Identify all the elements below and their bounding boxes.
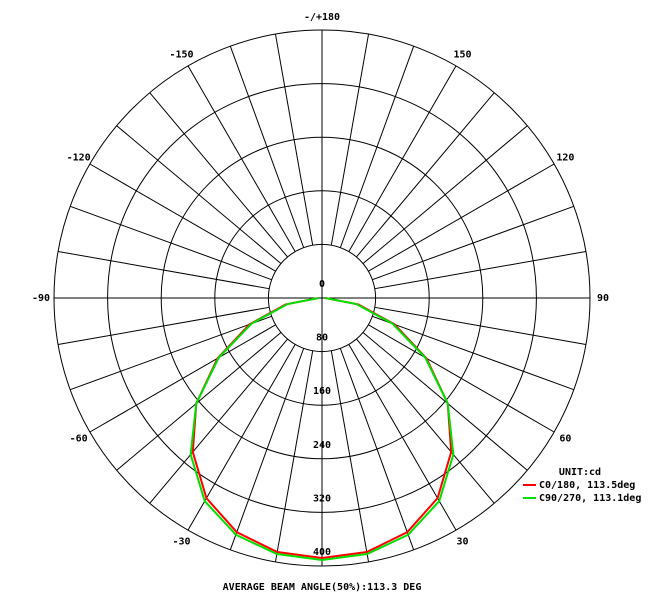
grid-spoke (372, 315, 575, 391)
grid-spoke (330, 350, 370, 563)
grid-spoke (149, 92, 288, 258)
grid-spoke (348, 344, 457, 531)
grid-spoke (69, 205, 272, 281)
angle-tick-label: -30 (172, 536, 190, 547)
grid-spoke (356, 338, 495, 504)
angle-tick-label: -120 (67, 153, 91, 164)
angle-tick-label: 90 (597, 293, 609, 304)
grid-spoke (374, 306, 587, 346)
angle-tick-label: -90 (32, 293, 50, 304)
grid-spoke (69, 315, 272, 391)
grid-spoke (57, 250, 270, 290)
grid-spoke (330, 33, 370, 246)
angle-tick-label: 60 (559, 434, 571, 445)
angle-tick-label: -150 (169, 50, 193, 61)
grid-spoke (274, 350, 314, 563)
angle-tick-label: 150 (453, 50, 471, 61)
grid-spoke (89, 324, 276, 433)
angle-tick-label: 120 (556, 153, 574, 164)
grid-spoke (339, 348, 415, 551)
grid-spoke (229, 45, 305, 248)
grid-spoke (362, 332, 528, 471)
angle-tick-label: -60 (70, 434, 88, 445)
grid-spoke (229, 348, 305, 551)
grid-spoke (274, 33, 314, 246)
grid-spoke (187, 65, 296, 252)
footer: AVERAGE BEAM ANGLE(50%):113.3 DEG (223, 582, 422, 593)
grid-spoke (368, 163, 555, 272)
grid-spoke (149, 338, 288, 504)
grid-spoke (368, 324, 555, 433)
grid-spoke (116, 125, 282, 264)
unit-label: UNIT:cd (559, 467, 601, 478)
grid-spoke (187, 344, 296, 531)
angle-tick-label: -/+180 (304, 12, 340, 23)
legend-label: C90/270, 113.1deg (539, 493, 641, 504)
legend-label: C0/180, 113.5deg (539, 480, 635, 491)
grid-spoke (362, 125, 528, 264)
grid-spoke (339, 45, 415, 248)
grid-spoke (116, 332, 282, 471)
grid-spoke (372, 205, 575, 281)
grid-spoke (348, 65, 457, 252)
grid-spoke (89, 163, 276, 272)
grid-spoke (356, 92, 495, 258)
angle-tick-label: 30 (456, 536, 468, 547)
grid-spoke (374, 250, 587, 290)
intensity-curve (189, 297, 455, 561)
grid-spoke (57, 306, 270, 346)
